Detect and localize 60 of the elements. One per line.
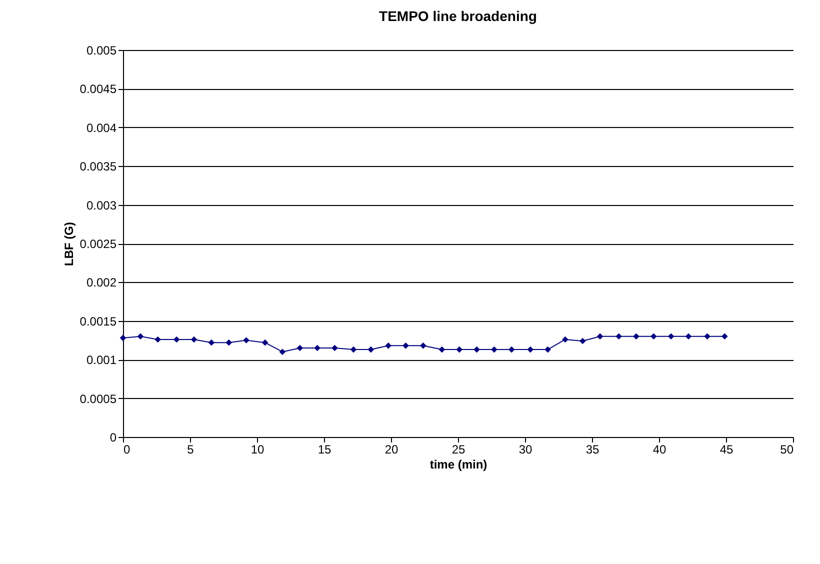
point bbox=[420, 342, 426, 349]
x-tick-label: 20 bbox=[384, 442, 398, 456]
point bbox=[208, 339, 215, 346]
point bbox=[332, 344, 338, 352]
point bbox=[279, 348, 286, 356]
y-tick-label: 0.004 bbox=[86, 120, 117, 135]
point bbox=[633, 333, 640, 340]
x-tick-label: 10 bbox=[250, 442, 264, 456]
point bbox=[562, 336, 568, 343]
point bbox=[650, 333, 657, 340]
point bbox=[508, 346, 515, 353]
point bbox=[596, 333, 604, 340]
point bbox=[544, 346, 551, 353]
y-tick-label: 0.002 bbox=[86, 276, 117, 290]
y-tick-label: 0.005 bbox=[86, 44, 117, 58]
point bbox=[474, 346, 480, 353]
point bbox=[350, 346, 357, 353]
y-tick-label: 0.0025 bbox=[80, 237, 117, 251]
x-tick-label: 15 bbox=[318, 442, 332, 456]
point bbox=[190, 336, 198, 343]
point bbox=[722, 333, 728, 340]
x-tick-label: 25 bbox=[452, 442, 466, 456]
y-tick-label: 0.001 bbox=[86, 353, 117, 368]
point bbox=[314, 344, 320, 352]
point bbox=[579, 338, 586, 344]
y-tick-label: 0.003 bbox=[86, 198, 117, 212]
point bbox=[527, 346, 534, 353]
x-tick-label: 30 bbox=[518, 442, 532, 456]
point bbox=[491, 346, 498, 353]
point bbox=[402, 342, 409, 349]
point bbox=[226, 339, 232, 346]
point bbox=[154, 336, 161, 343]
x-tick-label: 45 bbox=[720, 442, 734, 456]
point bbox=[173, 336, 180, 343]
x-tick-label: 40 bbox=[652, 442, 666, 456]
point bbox=[616, 333, 622, 340]
point bbox=[438, 346, 446, 353]
point bbox=[296, 344, 304, 352]
point bbox=[243, 337, 250, 344]
x-tick-label: 50 bbox=[780, 442, 794, 456]
x-tick-label: 0 bbox=[124, 442, 130, 456]
y-tick-label: 0.0015 bbox=[80, 314, 117, 328]
point bbox=[137, 333, 144, 340]
point bbox=[456, 346, 462, 353]
y-axis-title: LBF (G) bbox=[62, 222, 76, 266]
y-tick-label: 0.0045 bbox=[80, 82, 117, 96]
point bbox=[704, 333, 710, 340]
y-tick-label: 0.0035 bbox=[80, 160, 117, 174]
point bbox=[120, 334, 126, 342]
y-tick-label: 0.0005 bbox=[80, 392, 117, 406]
y-tick-label: 0 bbox=[110, 430, 117, 444]
chart-title: TEMPO line broadening bbox=[379, 8, 537, 24]
point bbox=[385, 342, 392, 349]
point bbox=[368, 346, 374, 353]
x-tick-label: 35 bbox=[586, 442, 600, 456]
x-axis-title: time (min) bbox=[430, 458, 488, 472]
point bbox=[668, 333, 674, 340]
point bbox=[262, 339, 268, 346]
point bbox=[685, 333, 692, 340]
x-tick-label: 5 bbox=[187, 442, 194, 456]
